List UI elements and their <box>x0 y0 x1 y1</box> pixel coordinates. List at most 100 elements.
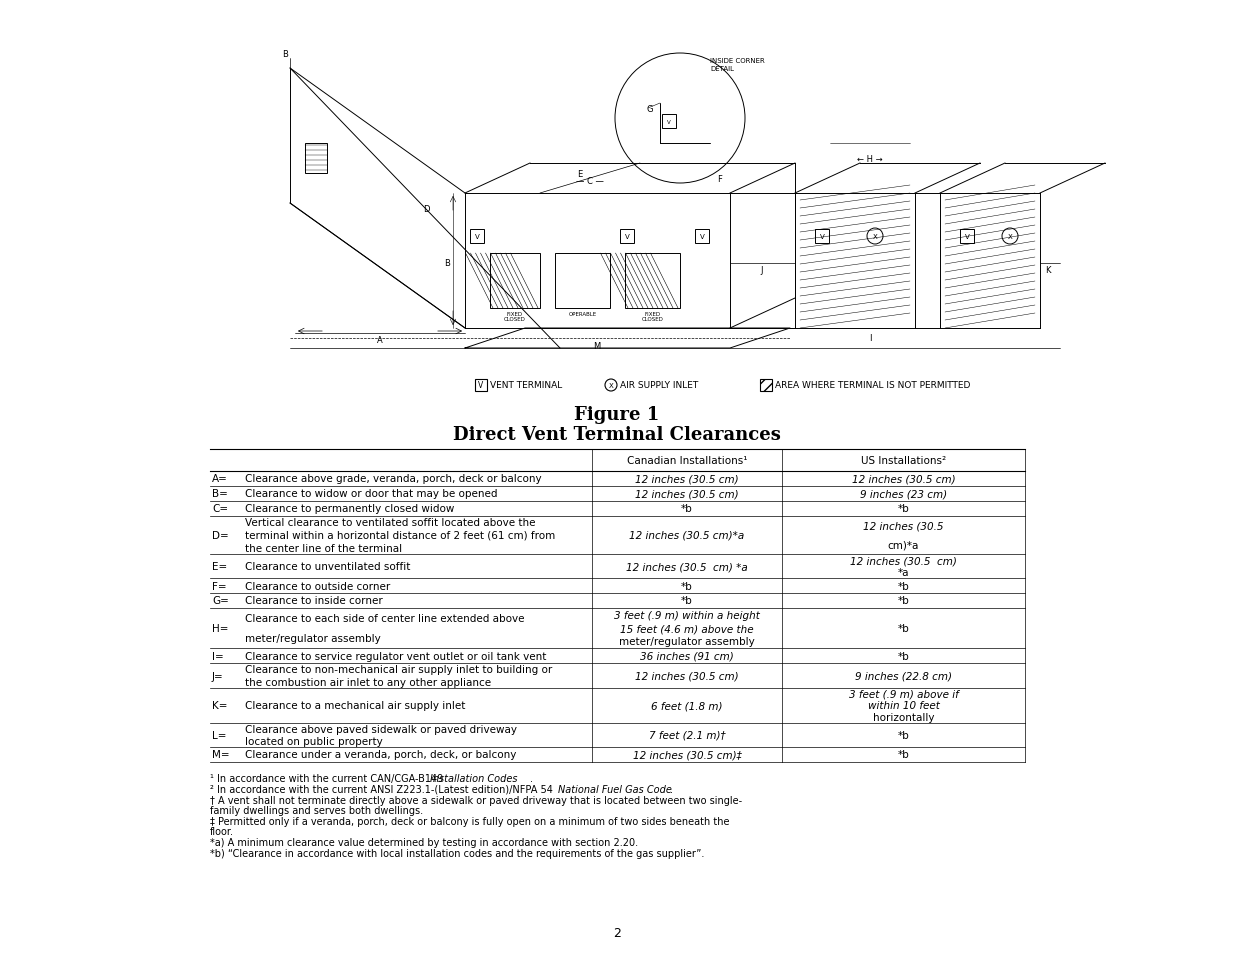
Text: Clearance to inside corner: Clearance to inside corner <box>245 596 383 606</box>
Text: Clearance above paved sidewalk or paved driveway: Clearance above paved sidewalk or paved … <box>245 724 517 734</box>
Text: ← H →: ← H → <box>857 154 883 163</box>
Text: OPERABLE: OPERABLE <box>568 312 597 316</box>
Text: the combustion air inlet to any other appliance: the combustion air inlet to any other ap… <box>245 677 492 687</box>
Text: X: X <box>1008 233 1013 240</box>
Text: A=: A= <box>212 474 228 484</box>
Text: family dwellings and serves both dwellings.: family dwellings and serves both dwellin… <box>210 805 424 815</box>
Text: X: X <box>873 233 877 240</box>
Circle shape <box>867 229 883 245</box>
Bar <box>695 230 709 244</box>
Text: VENT TERMINAL: VENT TERMINAL <box>490 381 562 390</box>
Text: K=: K= <box>212 700 227 711</box>
Circle shape <box>1002 229 1018 245</box>
Text: G: G <box>647 105 653 113</box>
Text: INSIDE CORNER: INSIDE CORNER <box>710 58 764 64</box>
Text: J: J <box>761 266 763 274</box>
Text: B: B <box>282 50 288 59</box>
Circle shape <box>605 379 618 392</box>
Text: 12 inches (30.5 cm)‡: 12 inches (30.5 cm)‡ <box>632 750 741 760</box>
Text: within 10 feet: within 10 feet <box>867 700 940 711</box>
Text: V: V <box>965 233 969 240</box>
Text: cm)*a: cm)*a <box>888 540 919 550</box>
Text: D=: D= <box>212 531 228 540</box>
Text: V: V <box>667 119 671 125</box>
Text: D: D <box>424 204 430 213</box>
Text: 9 inches (23 cm): 9 inches (23 cm) <box>860 489 947 499</box>
Text: I=: I= <box>212 651 224 660</box>
Text: X: X <box>609 382 614 389</box>
Text: *b: *b <box>898 651 909 660</box>
Text: 12 inches (30.5 cm): 12 inches (30.5 cm) <box>635 474 739 484</box>
Bar <box>471 230 484 244</box>
Text: AIR SUPPLY INLET: AIR SUPPLY INLET <box>620 381 698 390</box>
Text: ‡ Permitted only if a veranda, porch, deck or balcony is fully open on a minimum: ‡ Permitted only if a veranda, porch, de… <box>210 816 730 826</box>
Text: meter/regulator assembly: meter/regulator assembly <box>619 637 755 647</box>
Text: Clearance to outside corner: Clearance to outside corner <box>245 581 390 591</box>
Text: I: I <box>868 334 871 343</box>
Text: 6 feet (1.8 m): 6 feet (1.8 m) <box>651 700 722 711</box>
Text: 12 inches (30.5  cm) *a: 12 inches (30.5 cm) *a <box>626 561 748 572</box>
Text: H=: H= <box>212 623 228 634</box>
Text: .: . <box>530 773 534 783</box>
Text: *b: *b <box>682 504 693 514</box>
Text: V: V <box>474 233 479 240</box>
Bar <box>662 115 676 129</box>
Text: 12 inches (30.5 cm): 12 inches (30.5 cm) <box>852 474 956 484</box>
Text: .: . <box>671 784 673 794</box>
Text: 9 inches (22.8 cm): 9 inches (22.8 cm) <box>855 671 952 680</box>
Text: V: V <box>478 381 484 390</box>
Text: *b: *b <box>898 623 909 634</box>
Text: *b: *b <box>898 504 909 514</box>
Text: 3 feet (.9 m) above if: 3 feet (.9 m) above if <box>848 689 958 700</box>
Text: M=: M= <box>212 750 230 760</box>
Text: V: V <box>820 233 825 240</box>
Text: 15 feet (4.6 m) above the: 15 feet (4.6 m) above the <box>620 623 753 634</box>
Text: 7 feet (2.1 m)†: 7 feet (2.1 m)† <box>648 730 725 740</box>
Text: Clearance to non-mechanical air supply inlet to building or: Clearance to non-mechanical air supply i… <box>245 664 552 675</box>
Text: *b) “Clearance in accordance with local installation codes and the requirements : *b) “Clearance in accordance with local … <box>210 848 704 858</box>
Bar <box>555 253 610 309</box>
Text: *b: *b <box>682 581 693 591</box>
Text: Canadian Installations¹: Canadian Installations¹ <box>626 456 747 465</box>
Bar <box>305 144 327 173</box>
Text: — C —: — C — <box>576 177 604 186</box>
Text: Clearance to unventilated soffit: Clearance to unventilated soffit <box>245 561 410 572</box>
Text: floor.: floor. <box>210 826 233 836</box>
Text: † A vent shall not terminate directly above a sidewalk or paved driveway that is: † A vent shall not terminate directly ab… <box>210 795 742 805</box>
Text: *b: *b <box>898 750 909 760</box>
Text: F=: F= <box>212 581 227 591</box>
Bar <box>815 230 829 244</box>
Bar <box>490 253 540 309</box>
Text: Vertical clearance to ventilated soffit located above the: Vertical clearance to ventilated soffit … <box>245 517 536 528</box>
Text: *b: *b <box>682 596 693 606</box>
Text: 12 inches (30.5 cm)*a: 12 inches (30.5 cm)*a <box>630 531 745 540</box>
Text: 3 feet (.9 m) within a height: 3 feet (.9 m) within a height <box>614 610 760 620</box>
Text: F: F <box>718 174 722 184</box>
Text: B: B <box>445 259 450 268</box>
Text: C=: C= <box>212 504 228 514</box>
Text: Clearance above grade, veranda, porch, deck or balcony: Clearance above grade, veranda, porch, d… <box>245 474 542 484</box>
Text: 12 inches (30.5: 12 inches (30.5 <box>863 521 944 531</box>
Text: ¹ In accordance with the current CAN/CGA-B149: ¹ In accordance with the current CAN/CGA… <box>210 773 446 783</box>
Text: G=: G= <box>212 596 228 606</box>
Text: M: M <box>593 341 600 351</box>
Text: L=: L= <box>212 730 226 740</box>
Bar <box>625 253 680 309</box>
Text: K: K <box>1045 266 1051 274</box>
Text: *a: *a <box>898 567 909 578</box>
Text: Installation Codes: Installation Codes <box>430 773 517 783</box>
Text: terminal within a horizontal distance of 2 feet (61 cm) from: terminal within a horizontal distance of… <box>245 531 556 540</box>
Text: the center line of the terminal: the center line of the terminal <box>245 543 403 553</box>
Text: Clearance to widow or door that may be opened: Clearance to widow or door that may be o… <box>245 489 498 499</box>
Text: V: V <box>625 233 630 240</box>
Bar <box>475 379 487 392</box>
Text: Clearance to service regulator vent outlet or oil tank vent: Clearance to service regulator vent outl… <box>245 651 546 660</box>
Text: 12 inches (30.5 cm): 12 inches (30.5 cm) <box>635 671 739 680</box>
Text: CLOSED: CLOSED <box>641 316 663 322</box>
Text: Figure 1: Figure 1 <box>574 406 659 423</box>
Text: E: E <box>578 170 583 179</box>
Text: Clearance to each side of center line extended above: Clearance to each side of center line ex… <box>245 614 525 623</box>
Text: located on public property: located on public property <box>245 737 383 746</box>
Text: E=: E= <box>212 561 227 572</box>
Text: FIXED: FIXED <box>506 312 524 316</box>
